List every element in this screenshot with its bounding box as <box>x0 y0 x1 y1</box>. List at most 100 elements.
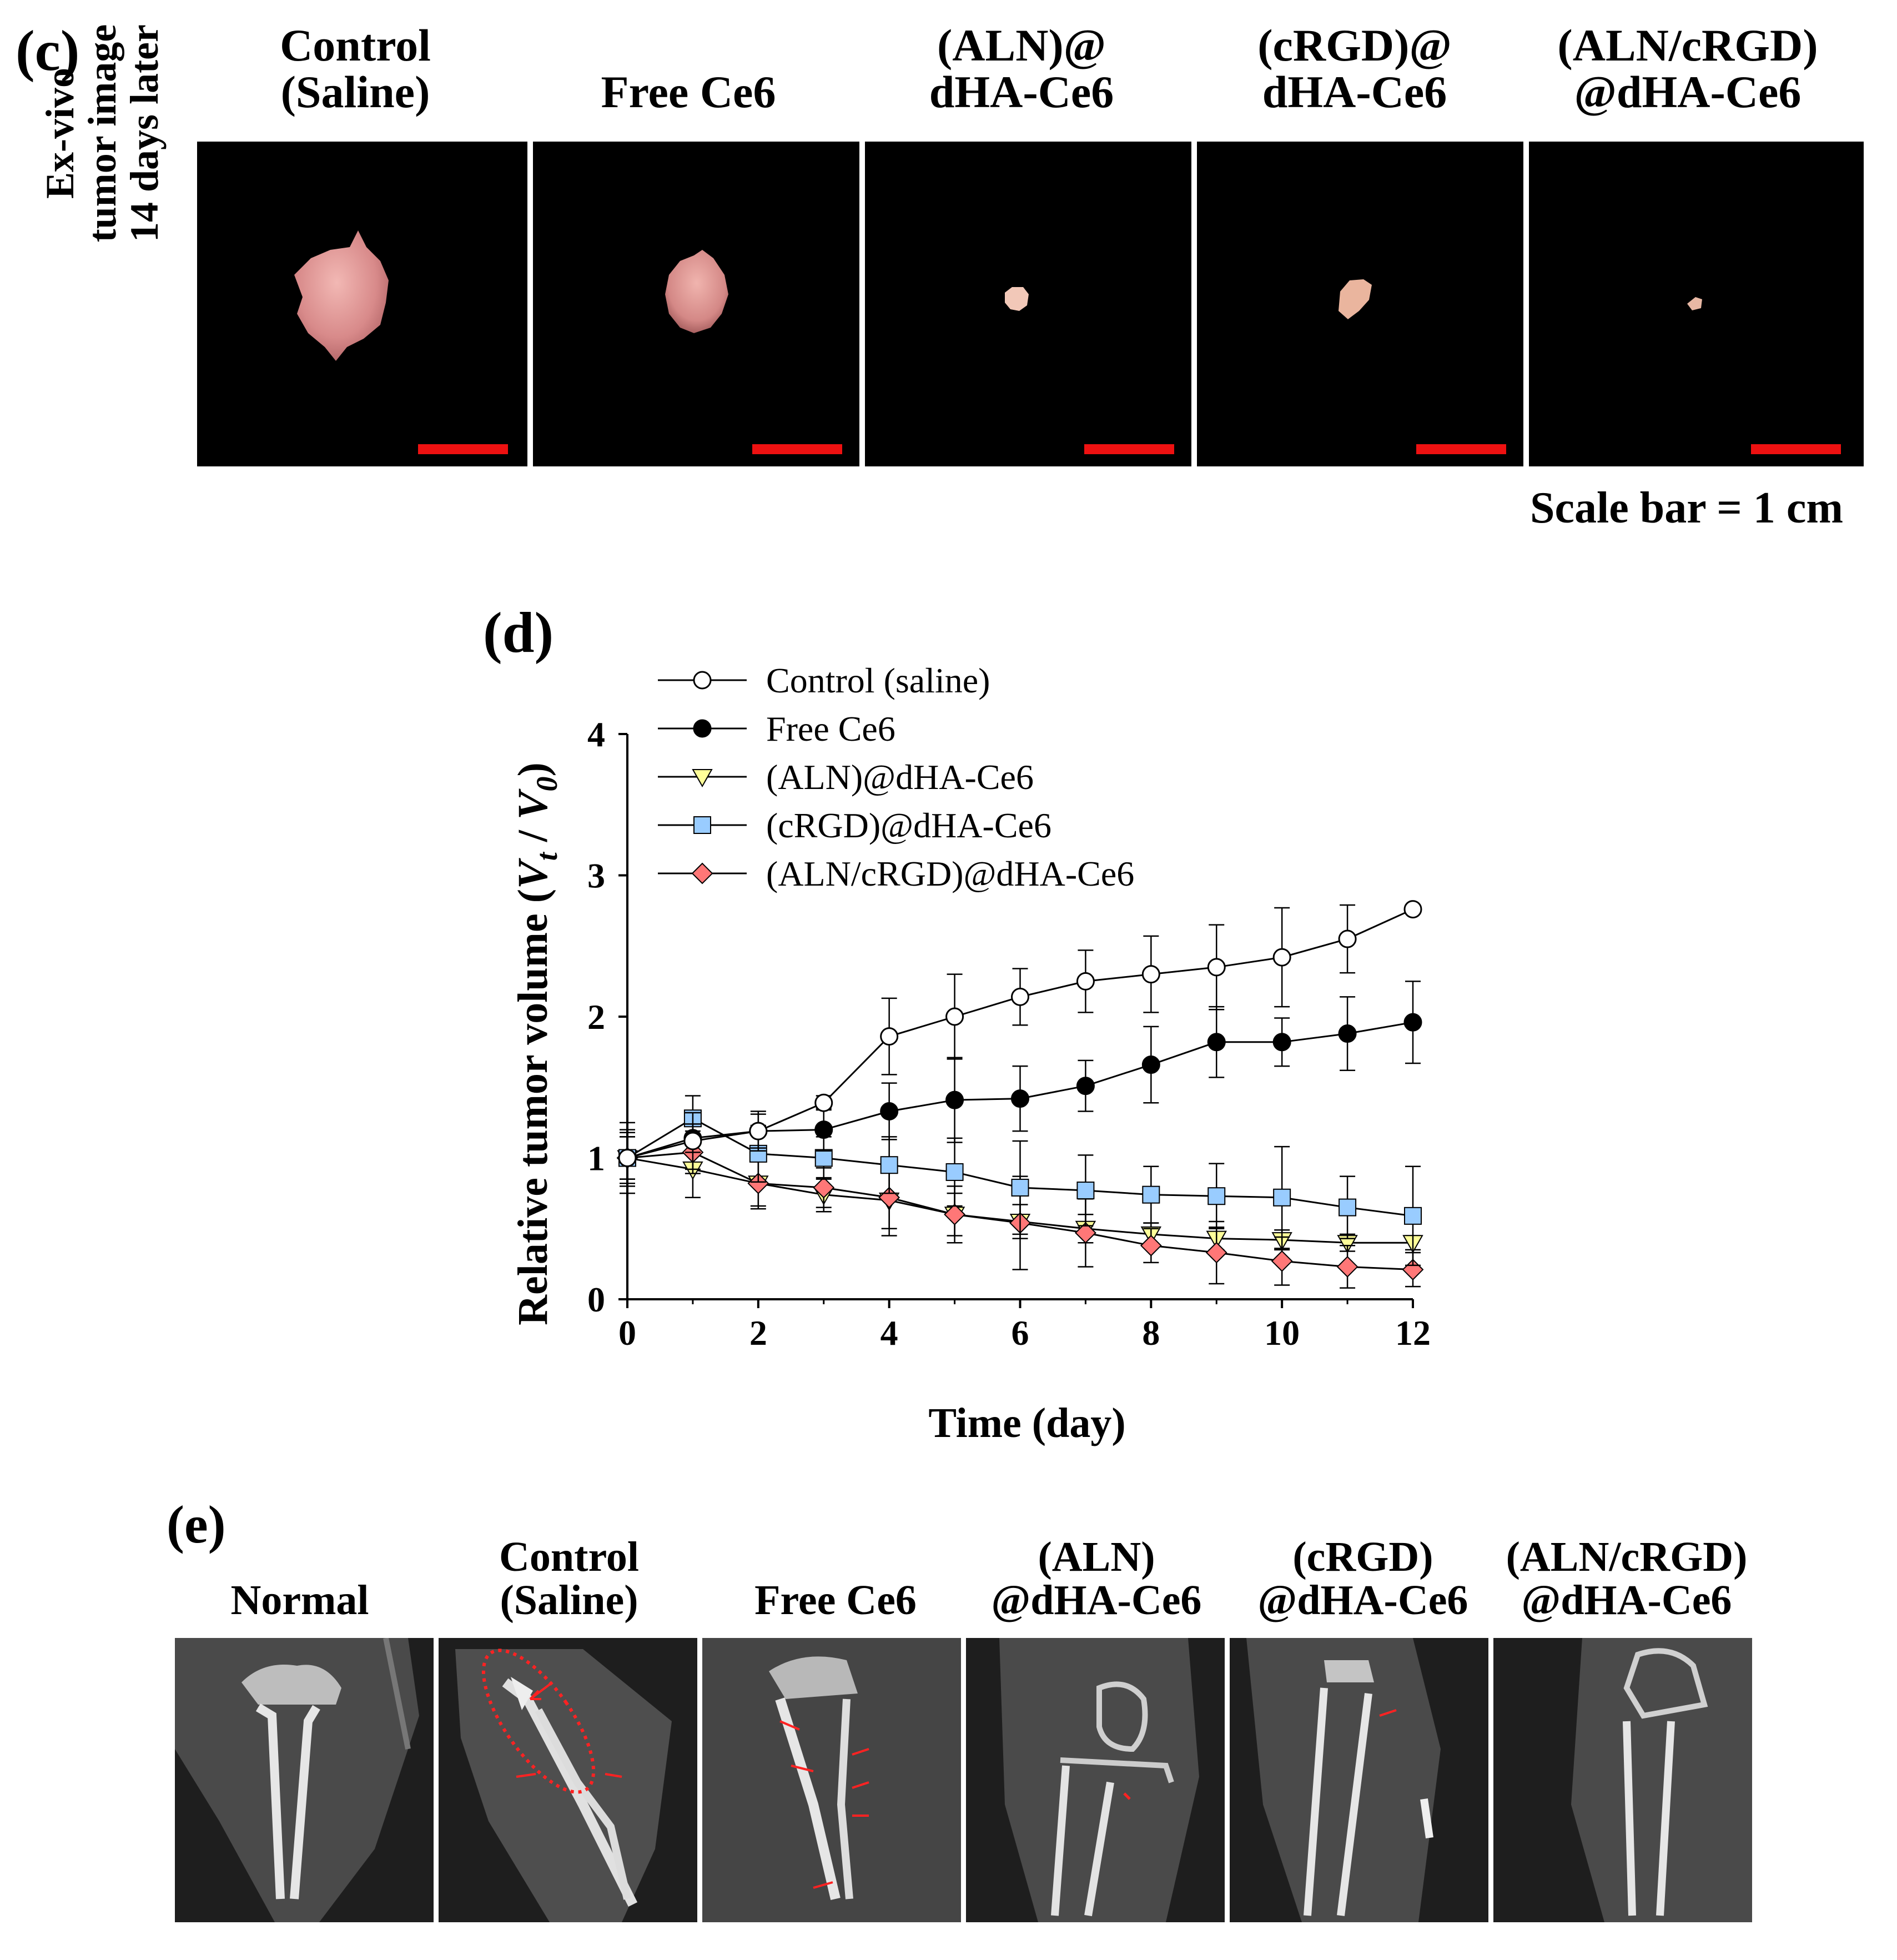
title-line-1: (ALN/cRGD) <box>1557 20 1818 71</box>
title-line-1: (cRGD)@ <box>1257 20 1452 71</box>
title-line-1: (ALN/cRGD) <box>1506 1534 1748 1580</box>
data-point <box>1404 1207 1422 1225</box>
data-point <box>1141 1056 1160 1074</box>
data-point <box>880 1027 899 1046</box>
y-label-v0-sub: 0 <box>530 776 563 791</box>
data-point <box>1273 1188 1291 1207</box>
data-point <box>747 1172 769 1194</box>
legend-marker <box>691 862 713 884</box>
series-0 <box>618 900 1422 1194</box>
data-point <box>813 1177 835 1199</box>
ct-scan <box>175 1638 434 1922</box>
data-point <box>1271 1250 1293 1272</box>
data-point <box>1076 972 1095 991</box>
data-point <box>1403 1013 1422 1032</box>
title-line-2: @dHA-Ce6 <box>1521 1577 1732 1624</box>
title-line-2: (Saline) <box>500 1577 638 1624</box>
y-label-vt-sub: t <box>530 851 563 861</box>
y-tick-label: 1 <box>587 1139 605 1178</box>
legend-marker <box>693 719 712 738</box>
y-tick-label: 4 <box>587 715 605 754</box>
legend-marker <box>692 769 713 788</box>
panel-e-title-aln: (ALN) @dHA-Ce6 <box>963 1535 1230 1622</box>
ct-image-crgd <box>1230 1638 1488 1922</box>
data-point <box>749 1122 768 1140</box>
legend-marker <box>693 671 712 690</box>
title-line-1: (ALN) <box>1038 1534 1155 1580</box>
tumor-photo-free-ce6 <box>533 142 859 466</box>
panel-c-title-control: Control (Saline) <box>200 22 511 115</box>
legend-label: (ALN/cRGD)@dHA-Ce6 <box>766 854 1134 893</box>
data-point <box>1076 1182 1095 1200</box>
data-point <box>1272 1033 1291 1052</box>
ct-scan <box>1493 1638 1752 1922</box>
tumor-image <box>665 250 842 454</box>
data-point <box>1076 1077 1095 1095</box>
data-point <box>1339 1198 1357 1217</box>
data-point <box>1011 987 1029 1006</box>
tumor-photo-crgd <box>1197 142 1523 466</box>
data-point <box>880 1156 898 1174</box>
data-point <box>1336 1256 1358 1278</box>
data-point <box>618 1149 637 1167</box>
data-point <box>945 1007 964 1026</box>
x-tick-label: 10 <box>1264 1313 1300 1353</box>
title-line-2: Free Ce6 <box>601 67 776 117</box>
data-point <box>1338 1024 1357 1043</box>
data-point <box>1141 965 1160 984</box>
panel-c-title-crgd: (cRGD)@ dHA-Ce6 <box>1199 22 1510 115</box>
panel-e-title-aln-crgd: (ALN/cRGD) @dHA-Ce6 <box>1488 1535 1765 1622</box>
panel-e-title-free-ce6: Free Ce6 <box>702 1535 969 1622</box>
y-axis-label: Relative tumor volume (Vt / V0) <box>510 762 563 1325</box>
data-point <box>814 1093 833 1112</box>
data-point <box>1272 948 1291 967</box>
y-label-v0: V <box>510 788 556 820</box>
title-line-2: Free Ce6 <box>754 1577 917 1624</box>
title-line-1: (cRGD) <box>1292 1534 1433 1580</box>
title-line-1 <box>167 1535 433 1579</box>
y-tick-label: 2 <box>587 997 605 1037</box>
title-line-2: dHA-Ce6 <box>1262 67 1447 117</box>
y-tick-label: 0 <box>587 1280 605 1319</box>
data-point <box>1140 1234 1162 1257</box>
data-point <box>1402 1259 1424 1280</box>
x-tick-label: 4 <box>880 1313 898 1353</box>
panel-e-title-crgd: (cRGD) @dHA-Ce6 <box>1230 1535 1496 1622</box>
panel-e-title-control: Control (Saline) <box>436 1535 702 1622</box>
tumor-image <box>1339 279 1506 454</box>
data-point <box>880 1102 899 1121</box>
data-point <box>1207 958 1226 977</box>
legend-marker <box>693 816 711 834</box>
data-point <box>1142 1185 1160 1204</box>
legend-label: (cRGD)@dHA-Ce6 <box>766 806 1051 845</box>
panel-c-label: (c) <box>16 19 80 83</box>
data-point <box>878 1187 900 1209</box>
title-line-2: (Saline) <box>280 67 430 117</box>
x-axis-label: Time (day) <box>928 1400 1125 1446</box>
tumor-photo-control <box>197 142 527 466</box>
tumor-photo-aln <box>865 142 1191 466</box>
data-point <box>814 1149 833 1167</box>
panel-c-title-aln: (ALN)@ dHA-Ce6 <box>866 22 1177 115</box>
legend-label: Free Ce6 <box>766 709 895 748</box>
chart-legend: Control (saline) Free Ce6 (ALN)@dHA-Ce6 (cR… <box>658 661 1134 893</box>
ct-scan <box>439 1638 697 1922</box>
title-line-1: Control <box>499 1534 639 1580</box>
panel-d-label: (d) <box>483 601 554 665</box>
y-label-vt: V <box>510 858 556 889</box>
ct-image-normal <box>175 1638 434 1922</box>
legend-label: Control (saline) <box>766 661 990 700</box>
data-point <box>1011 1178 1029 1197</box>
title-line-2: Normal <box>230 1577 369 1624</box>
panel-c-title-aln-crgd: (ALN/cRGD) @dHA-Ce6 <box>1532 22 1843 115</box>
title-line-2: dHA-Ce6 <box>929 67 1114 117</box>
ct-image-control <box>439 1638 697 1922</box>
x-tick-label: 6 <box>1012 1313 1029 1353</box>
data-point <box>945 1090 964 1109</box>
y-tick-label: 3 <box>587 856 605 896</box>
ct-scan <box>1230 1638 1488 1922</box>
tumor-image <box>1005 287 1174 454</box>
title-line-1 <box>702 1535 969 1579</box>
x-tick-label: 12 <box>1395 1313 1431 1353</box>
